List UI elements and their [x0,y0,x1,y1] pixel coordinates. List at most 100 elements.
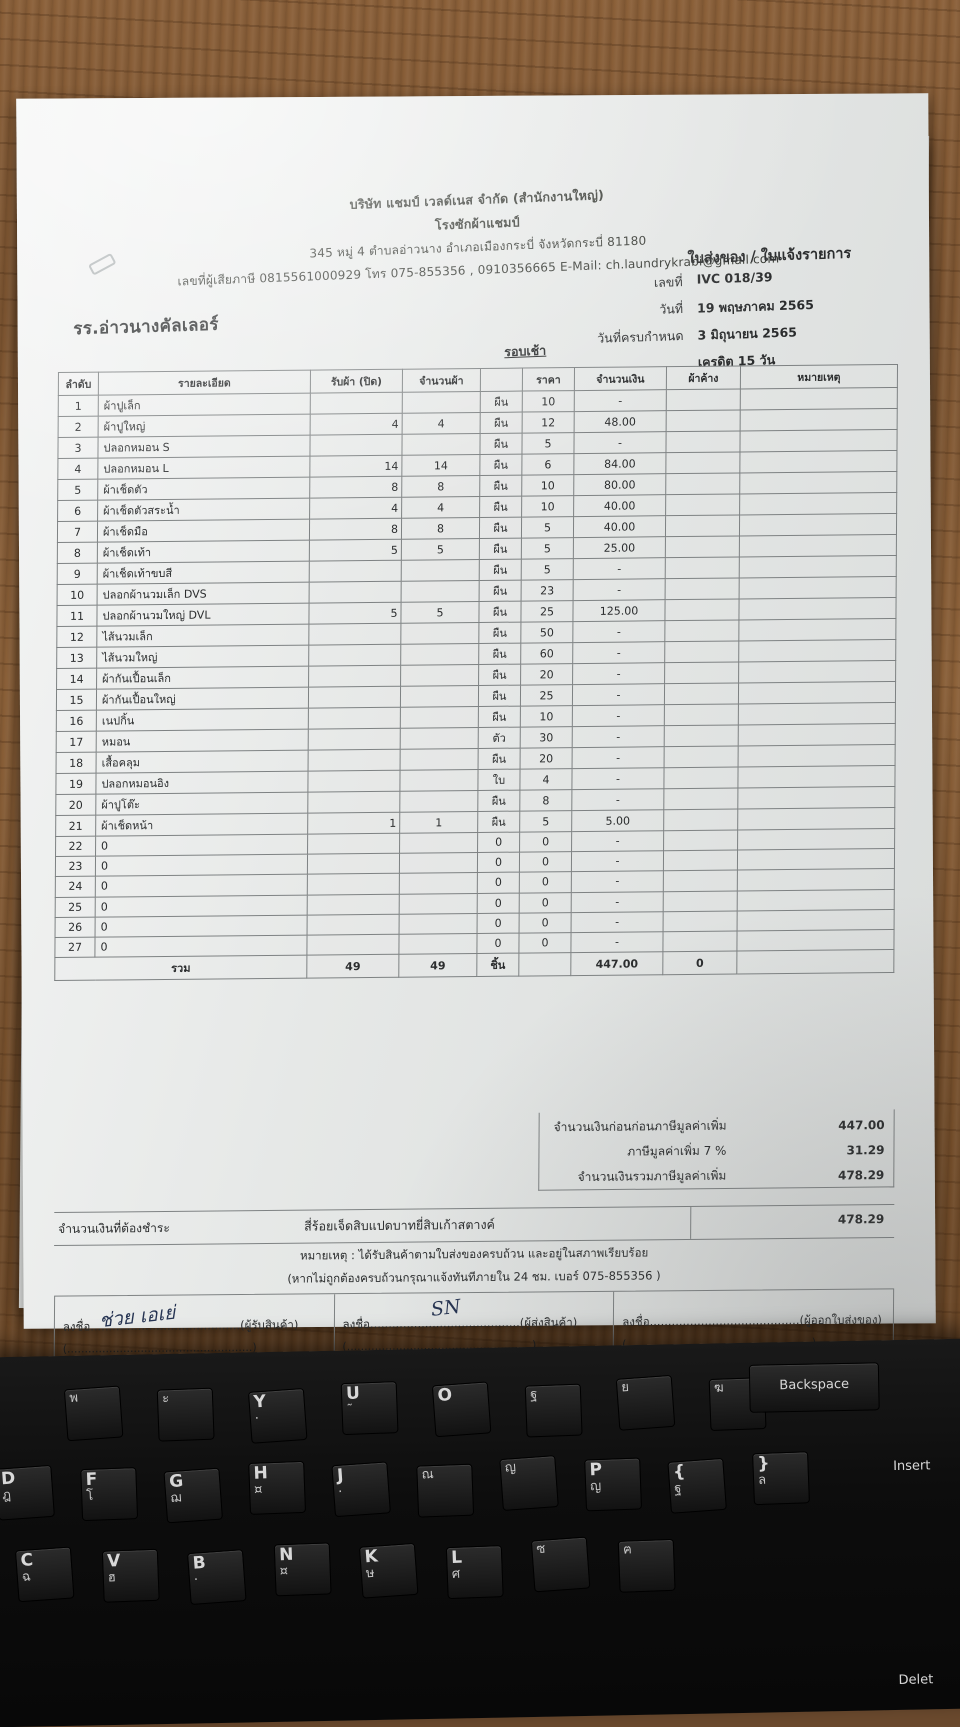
row-amount: - [573,642,665,664]
key-thai-label: ˜ [346,1402,392,1417]
row-received [309,560,401,582]
row-qty [400,769,478,791]
keyboard-key[interactable]: Pญ [584,1457,642,1511]
row-amount: - [574,390,666,412]
total-qty: 49 [399,954,477,978]
row-unit: ผืน [479,559,521,580]
th-pending: ผ้าค้าง [666,366,740,390]
keyboard-key[interactable]: ฅ [618,1539,676,1593]
key-thai-label: ล [758,1472,804,1487]
row-pending [665,641,739,663]
th-unit [480,368,522,391]
row-price: 5 [520,811,572,832]
keyboard-key[interactable]: Gฌ [163,1468,223,1524]
keyboard-key[interactable]: B · [187,1549,247,1605]
row-desc: ผ้าเช็ดเท้า [97,540,309,563]
row-received: 5 [309,539,401,561]
customer-name: รร.อ่าวนางคัลเลอร์ [73,311,219,343]
row-amount: - [571,871,663,892]
keyboard-key[interactable]: J · [331,1461,391,1517]
row-no: 13 [57,647,97,668]
row-unit: 0 [477,913,519,934]
row-desc: ผ้ากันเปื้อนเล็ก [97,666,309,689]
keyboard-key[interactable]: N ¤ [274,1542,332,1596]
sig-label-receiver: ลงชื่อ..................................… [63,1317,299,1337]
doc-due-label: วันที่ครบกำหนด [547,326,697,351]
row-qty [399,873,477,894]
row-price: 5 [522,433,574,454]
key-thai-label: · [193,1570,240,1587]
row-received [308,728,400,750]
keyboard-key[interactable]: Y · [248,1388,308,1444]
row-desc: ไส้นวมใหญ่ [97,645,309,668]
keyboard-key[interactable]: {ฐ [667,1458,727,1514]
keyboard-key[interactable]: ฐ [525,1384,583,1438]
row-received: 1 [308,812,400,834]
key-backspace[interactable]: Backspace [749,1362,880,1412]
keyboard[interactable]: พะ Y · U ˜ O ฀ฐยฆ D ฎ F โ G ฌ H ¤ J · ณญ P ญ{ฐ} ล C ฉ V ฮ B · N ¤ K… [0,1339,960,1727]
row-price: 0 [519,872,571,893]
row-no: 15 [56,689,96,710]
row-price: 20 [521,664,573,685]
total-pending: 0 [663,951,737,975]
row-unit: 0 [477,872,519,893]
key-latin-label: U [346,1384,393,1404]
row-price: 0 [519,912,571,933]
grand-total-value: 478.29 [734,1167,894,1183]
key-thai-label: ฎ [2,1486,49,1503]
row-unit: 0 [478,832,520,853]
keyboard-key[interactable]: Dฎ [0,1465,55,1521]
row-received [310,434,402,456]
keyboard-key[interactable]: Kษ [359,1543,419,1599]
key-insert[interactable]: Insert [868,1447,955,1493]
keyboard-key[interactable]: ะ [157,1388,215,1442]
keyboard-key[interactable]: ซ [531,1537,591,1593]
keyboard-key[interactable]: Cฉ [15,1546,75,1602]
row-desc: หมอน [96,729,308,752]
keyboard-key[interactable]: ย [616,1375,676,1431]
keyboard-key[interactable]: ญ [499,1455,559,1511]
row-note [739,534,896,557]
row-amount: - [572,726,664,748]
keyboard-key[interactable]: Fโ [80,1467,138,1521]
row-desc: ผ้าปูใหญ่ [98,414,310,437]
key-latin-label: L [451,1548,498,1568]
row-qty: 8 [401,517,479,539]
row-qty [401,559,479,581]
keyboard-row-2: D ฎ F โ G ฌ H ¤ J · ณญ P ญ {ฐ } ล [0,1431,960,1528]
row-unit: ผืน [479,601,521,622]
total-amount: 447.00 [571,952,663,976]
row-unit: ผืน [479,580,521,601]
row-desc: ปลอกผ้านวมเล็ก DVS [97,582,309,605]
row-no: 2 [58,416,98,437]
vat-value: 31.29 [734,1142,894,1158]
row-no: 22 [56,836,96,857]
row-desc: ผ้าปูโต๊ะ [96,792,308,815]
row-pending [664,704,738,726]
keyboard-key[interactable]: H ¤ [248,1461,306,1515]
keyboard-key[interactable]: O ฀ [432,1381,492,1437]
key-delete[interactable]: Delet [873,1663,960,1705]
row-qty: 4 [402,412,480,434]
row-received [309,623,401,645]
row-pending [663,850,737,871]
keyboard-key[interactable]: U ˜ [341,1381,399,1435]
keyboard-key[interactable]: } ล [752,1451,810,1505]
keyboard-key[interactable]: Lศ [446,1545,504,1599]
row-price: 8 [520,790,572,811]
row-pending [666,452,740,474]
row-price: 25 [521,601,573,622]
row-pending [664,830,738,851]
key-thai-label: โ [86,1488,132,1503]
row-note [740,450,897,473]
th-qty: จำนวนผ้า [402,368,480,392]
row-qty [399,913,477,934]
row-note [739,513,896,536]
summary-section: จำนวนเงินก่อนก่อนภาษีมูลค่าเพิ่ม 447.00 … [54,1112,894,1195]
row-price: 10 [522,475,574,496]
keyboard-key[interactable]: ณ [416,1464,474,1518]
keyboard-key[interactable]: พ [64,1385,124,1441]
keyboard-key[interactable]: Vฮ [102,1549,160,1603]
row-no: 25 [55,897,95,918]
row-note [739,597,896,620]
